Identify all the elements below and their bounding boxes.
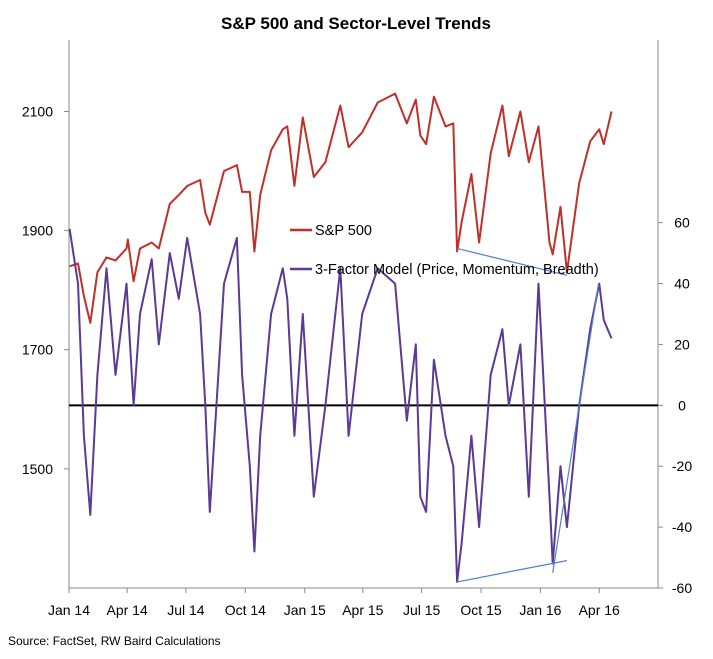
legend-label: S&P 500: [315, 223, 372, 239]
y-left-tick-label: 1500: [22, 461, 53, 477]
source-note: Source: FactSet, RW Baird Calculations: [8, 634, 221, 648]
y-right-tick-label: 60: [674, 215, 690, 231]
x-tick-label: Jul 14: [167, 602, 205, 618]
y-left-tick-label: 1700: [22, 342, 53, 358]
legend: S&P 500 3-Factor Model (Price, Momentum, …: [290, 223, 599, 278]
x-tick-label: Jan 16: [519, 602, 561, 618]
legend-label: 3-Factor Model (Price, Momentum, Breadth…: [315, 262, 599, 278]
y-right-tick-label: 0: [678, 397, 686, 413]
x-tick-label: Apr 15: [342, 602, 383, 618]
x-tick-label: Apr 16: [579, 602, 620, 618]
y-left-tick-label: 1900: [22, 223, 53, 239]
x-tick-label: Apr 14: [107, 602, 148, 618]
y-right-tick-label: -20: [672, 458, 692, 474]
y-right-tick-label: -40: [672, 519, 692, 535]
three-factor-model-line: [68, 228, 613, 583]
legend-item-sp500: S&P 500: [290, 223, 372, 239]
y-right-tick-label: 20: [674, 336, 690, 352]
chart-title: S&P 500 and Sector-Level Trends: [221, 14, 491, 33]
x-tick-label: Jan 14: [48, 602, 90, 618]
x-tick-label: Jul 15: [403, 602, 441, 618]
x-tick-label: Oct 14: [225, 602, 266, 618]
series-layer: [68, 92, 613, 583]
legend-item-three-factor: 3-Factor Model (Price, Momentum, Breadth…: [290, 262, 599, 278]
sp500-line: [69, 92, 613, 324]
y-left-tick-label: 2100: [22, 103, 53, 119]
y-right-tick-label: -60: [672, 580, 692, 596]
model-trendline-rise: [552, 283, 600, 573]
y-right-tick-label: 40: [674, 276, 690, 292]
x-tick-label: Oct 15: [460, 602, 501, 618]
sp500-trendline: [457, 247, 568, 276]
model-trendline-low: [457, 560, 568, 583]
ticks-layer: Jan 14 Apr 14 Jul 14 Oct 14 Jan 15 Apr 15 Jul …: [22, 103, 692, 618]
x-tick-label: Jan 15: [284, 602, 326, 618]
